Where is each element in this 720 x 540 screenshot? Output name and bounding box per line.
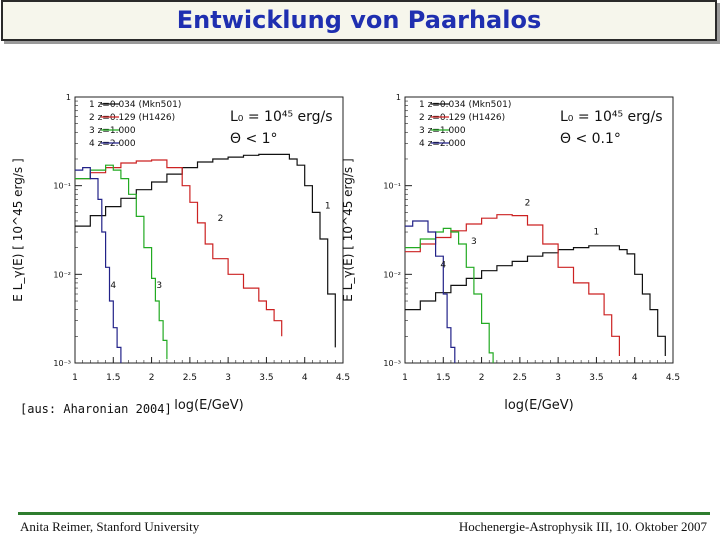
title-bar: Entwicklung von Paarhalos — [1, 0, 717, 41]
footer-author: Anita Reimer, Stanford University — [20, 519, 200, 534]
chart2-legend-entry: 2 z=0.129 (H1426) — [419, 113, 505, 123]
chart2-y-tick-label: 10⁻¹ — [383, 182, 401, 191]
chart2-x-tick-label: 2.5 — [513, 373, 527, 383]
chart1-x-tick-label: 2.5 — [183, 373, 197, 383]
slide-title: Entwicklung von Paarhalos — [176, 6, 542, 34]
chart1-x-tick-label: 3 — [225, 373, 231, 383]
chart2-annotation: Θ < 0.1° — [560, 131, 621, 147]
chart2-y-tick-label: 10⁻³ — [383, 359, 401, 368]
chart2-frame — [404, 96, 674, 364]
chart2-x-tick-label: 2 — [479, 373, 485, 383]
chart1-legend-entry: 3 z=1.000 — [89, 126, 136, 136]
chart1-y-tick-label: 10⁻¹ — [53, 182, 71, 191]
chart1-x-tick-label: 4.5 — [336, 373, 350, 383]
chart2-x-tick-label: 3 — [555, 373, 561, 383]
chart1-annotation: L₀ = 10⁴⁵ erg/s — [230, 109, 333, 125]
chart2-x-tick-label: 4 — [632, 373, 638, 383]
chart1-series-line-1 — [75, 153, 336, 348]
chart2-x-tick-label: 1.5 — [436, 373, 450, 383]
chart1-curve-label: 3 — [156, 281, 162, 291]
chart1-x-tick-label: 1.5 — [106, 373, 120, 383]
chart2-x-tick-label: 3.5 — [589, 373, 603, 383]
chart2-annotation: L₀ = 10⁴⁵ erg/s — [560, 109, 663, 125]
chart2-legend-entry: 4 z=2.000 — [419, 139, 466, 149]
chart2-y-tick-label: 1 — [396, 93, 401, 102]
chart1-x-tick-label: 4 — [302, 373, 308, 383]
chart1-y-tick-label: 1 — [66, 93, 71, 102]
plots-area: 1 1.5 2 2.5 3 3.5 4 4.5 10⁻³ 10⁻² 10⁻¹ 1 log(E/GeV) E… — [0, 80, 720, 420]
chart2-y-tick-label: 10⁻² — [383, 270, 401, 279]
chart2-x-tick-label: 1 — [402, 373, 408, 383]
chart1-series-line-3 — [75, 164, 168, 360]
chart1-curve-label: 1 — [325, 202, 331, 212]
chart1-x-tick-label: 2 — [149, 373, 155, 383]
chart1-y-axis-label: E L_γ(E) [ 10^45 erg/s ] — [11, 158, 25, 301]
chart2-curve-label: 4 — [440, 260, 446, 270]
chart2-legend-entry: 3 z=1.000 — [419, 126, 466, 136]
chart1-x-axis-label: log(E/GeV) — [174, 398, 244, 413]
chart1-x-tick-label: 3.5 — [259, 373, 273, 383]
chart2-curve-label: 2 — [525, 198, 531, 208]
chart1-y-tick-label: 10⁻² — [53, 270, 71, 279]
chart2-curve-label: 3 — [471, 237, 477, 247]
chart1-y-tick-label: 10⁻³ — [53, 359, 71, 368]
chart1-frame — [74, 96, 344, 364]
charts-svg: 1 1.5 2 2.5 3 3.5 4 4.5 10⁻³ 10⁻² 10⁻¹ 1 log(E/GeV) E… — [11, 93, 680, 413]
chart2-x-axis-label: log(E/GeV) — [504, 398, 574, 413]
chart1-legend-entry: 4 z=2.000 — [89, 139, 136, 149]
chart2-series-line-2 — [405, 214, 620, 356]
chart1-curve-label: 4 — [110, 281, 116, 291]
chart2-curve-label: 1 — [594, 228, 600, 238]
chart2-x-tick-label: 4.5 — [666, 373, 680, 383]
chart1-series-line-4 — [75, 167, 122, 363]
chart1-legend-entry: 2 z=0.129 (H1426) — [89, 113, 175, 123]
chart1-x-tick-label: 1 — [72, 373, 78, 383]
source-citation: [aus: Aharonian 2004] — [20, 402, 172, 416]
chart1-annotation: Θ < 1° — [230, 131, 278, 147]
chart2-series-line-4 — [405, 220, 456, 363]
chart1-series-line-2 — [75, 159, 283, 337]
chart2-series-line-3 — [405, 227, 494, 363]
chart2-y-axis-label: E L_γ(E) [ 10^45 erg/s ] — [341, 158, 355, 301]
chart1-legend-entry: 1 z=0.034 (Mkn501) — [89, 100, 181, 110]
footer-divider — [18, 512, 710, 515]
footer-course: Hochenergie-Astrophysik III, 10. Oktober… — [458, 519, 707, 534]
chart1-curve-label: 2 — [218, 214, 224, 224]
chart2-legend-entry: 1 z=0.034 (Mkn501) — [419, 100, 511, 110]
